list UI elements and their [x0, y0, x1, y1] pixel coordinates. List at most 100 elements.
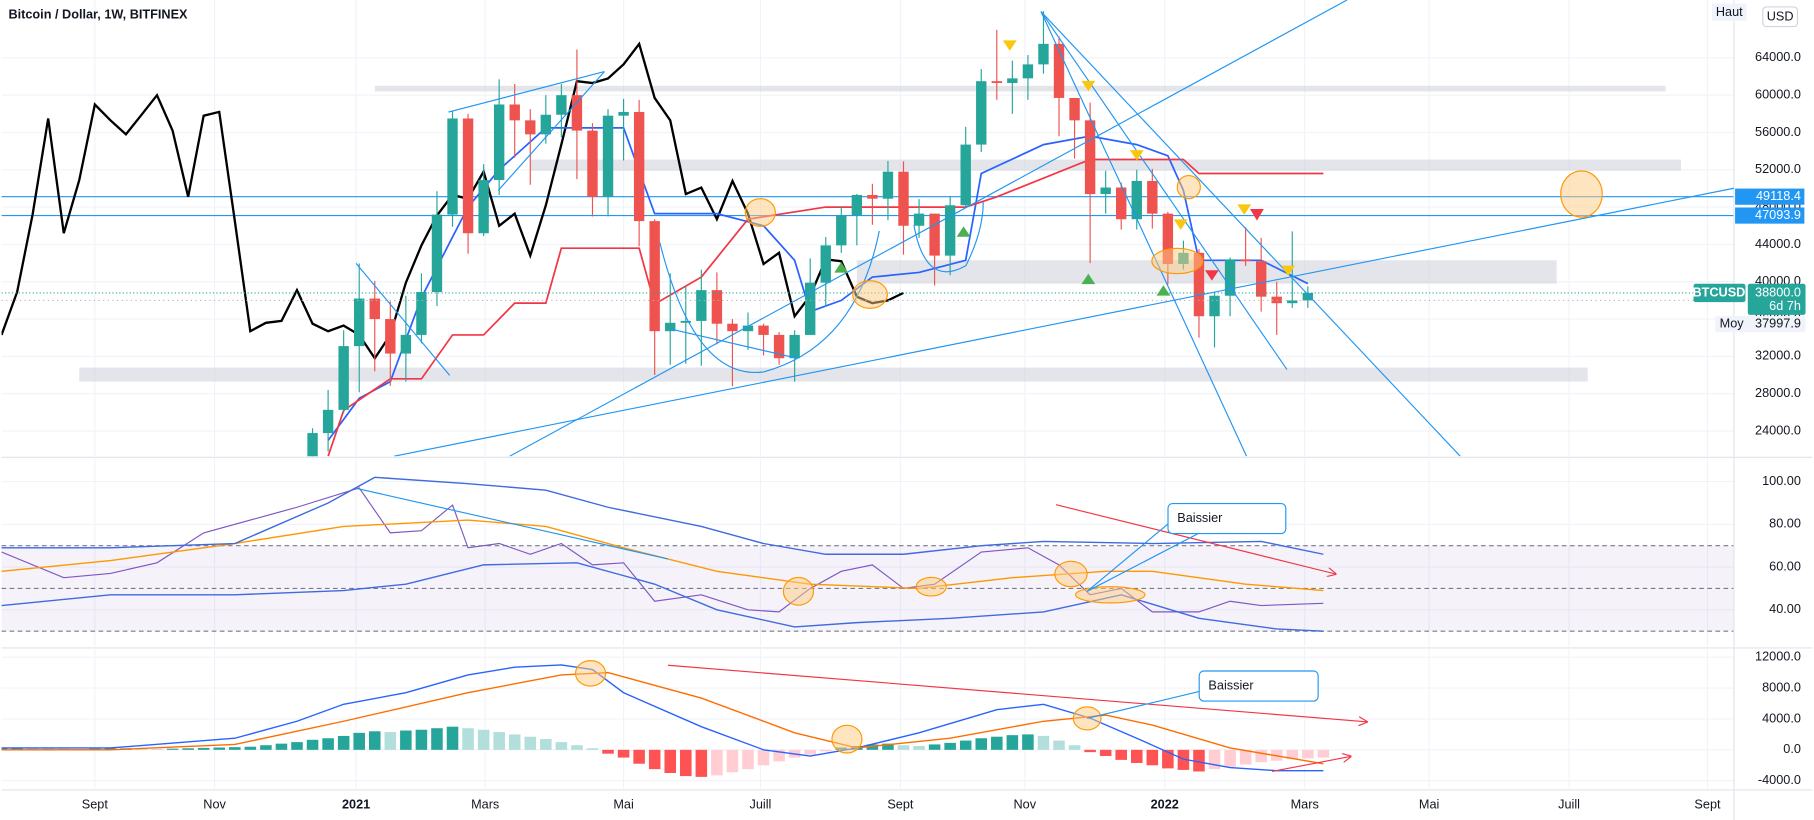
y-tick-label: 60000.0: [1755, 88, 1801, 102]
histogram-bar: [757, 749, 770, 766]
highlight: [1072, 706, 1102, 731]
histogram-bar: [897, 745, 910, 750]
histogram-bar: [11, 747, 23, 750]
histogram-bar: [1208, 749, 1221, 770]
y-tick-label: -4000.0: [1758, 773, 1801, 787]
candle-body: [1255, 261, 1267, 297]
histogram-bar: [166, 748, 179, 750]
x-tick-label: Nov: [1014, 797, 1037, 811]
candle-body: [820, 245, 831, 283]
histogram-bar: [42, 748, 54, 750]
histogram-bar: [1286, 749, 1299, 760]
highlight: [744, 198, 776, 227]
histogram-bar: [1302, 749, 1314, 759]
level-label-box: [1735, 207, 1805, 224]
candle-body: [680, 320, 691, 323]
level-label: 49118.4: [1756, 189, 1801, 203]
x-tick-label: Mars: [471, 797, 499, 811]
candle-body: [1162, 213, 1174, 265]
zone: [374, 85, 1666, 92]
highlight: [574, 660, 607, 687]
histogram-bar: [975, 738, 988, 750]
highlight: [1176, 174, 1201, 200]
candle-body: [867, 194, 878, 199]
currency[interactable]: USD: [1767, 10, 1794, 24]
histogram-bar: [275, 743, 288, 750]
candle-body: [773, 334, 785, 359]
candle-body: [727, 323, 738, 332]
level-label: 47093.9: [1755, 208, 1801, 222]
y-tick-label: 52000.0: [1755, 162, 1801, 176]
trend-line: [509, 0, 1348, 457]
candle-body: [836, 215, 847, 246]
x-tick-label: Juill: [1558, 797, 1580, 811]
candle-body: [649, 221, 660, 332]
candle-body: [976, 81, 987, 145]
candle-body: [447, 118, 458, 215]
histogram-bar: [493, 732, 505, 750]
x-tick-label: 2022: [1151, 797, 1179, 811]
histogram-bar: [1099, 749, 1112, 757]
histogram-bar: [928, 744, 941, 750]
x-tick-label: Juill: [750, 797, 772, 811]
y-tick-label: 44000.0: [1755, 237, 1801, 251]
histogram-bar: [1006, 735, 1019, 750]
labels: Bitcoin / Dollar, 1W, BITFINEX Haut USD …: [8, 3, 1806, 811]
candle-body: [1007, 78, 1018, 84]
candle-body: [1193, 252, 1205, 317]
histogram-bar: [197, 747, 210, 750]
currency-button[interactable]: [1762, 6, 1799, 28]
candle-body: [400, 334, 412, 354]
drawings: Baissier Baissier: [355, 0, 1734, 773]
trend-line: [355, 262, 451, 376]
candle-body: [1116, 187, 1127, 220]
high-label: Haut: [1716, 5, 1743, 19]
annotation: Baissier: [1208, 678, 1254, 692]
histogram-bar: [1193, 749, 1205, 772]
candle-body: [509, 104, 520, 121]
countdown: 6d 7h: [1769, 299, 1801, 313]
candle-body: [369, 298, 380, 320]
line: [1, 671, 1324, 765]
candle-body: [1022, 64, 1034, 79]
candle-body: [338, 346, 349, 410]
histogram-bar: [602, 749, 614, 754]
rsi-pane: [1, 458, 1734, 647]
trend-line: [394, 187, 1734, 457]
x-tick-label: Mars: [1291, 797, 1319, 811]
label-box: [1711, 3, 1747, 21]
candle-body: [431, 214, 443, 293]
x-tick-label: Mai: [613, 797, 633, 811]
curve: [913, 202, 984, 273]
y-tick-label: 28000.0: [1755, 386, 1801, 400]
candle-body: [929, 213, 940, 256]
signal-down: [1002, 40, 1017, 51]
histogram-bar: [944, 742, 956, 750]
trend-line: [497, 71, 605, 191]
y-tick-label: 100.00: [1762, 474, 1801, 488]
histogram-bar: [1037, 735, 1050, 750]
candle-body: [1131, 180, 1142, 220]
histogram-bar: [1068, 745, 1081, 750]
candle-body: [960, 144, 971, 206]
chart-title: Bitcoin / Dollar, 1W, BITFINEX: [8, 7, 188, 21]
line: [1, 476, 1324, 555]
signal-up: [1156, 285, 1171, 296]
highlight: [1560, 170, 1603, 218]
histogram-bar: [353, 732, 365, 750]
callout-line: [1086, 521, 1171, 592]
histogram-bar: [182, 748, 194, 750]
histogram-bar: [1146, 749, 1159, 766]
candle-body: [385, 319, 396, 354]
histogram-bar: [1130, 749, 1143, 763]
histogram-bar: [555, 742, 568, 750]
y-tick-label: 56000.0: [1755, 125, 1801, 139]
highlight: [782, 576, 815, 606]
signal-up: [834, 262, 849, 273]
histogram-bar: [1224, 749, 1236, 767]
highlight: [1054, 560, 1088, 588]
histogram-bar: [151, 749, 163, 750]
candle-body: [478, 180, 489, 234]
